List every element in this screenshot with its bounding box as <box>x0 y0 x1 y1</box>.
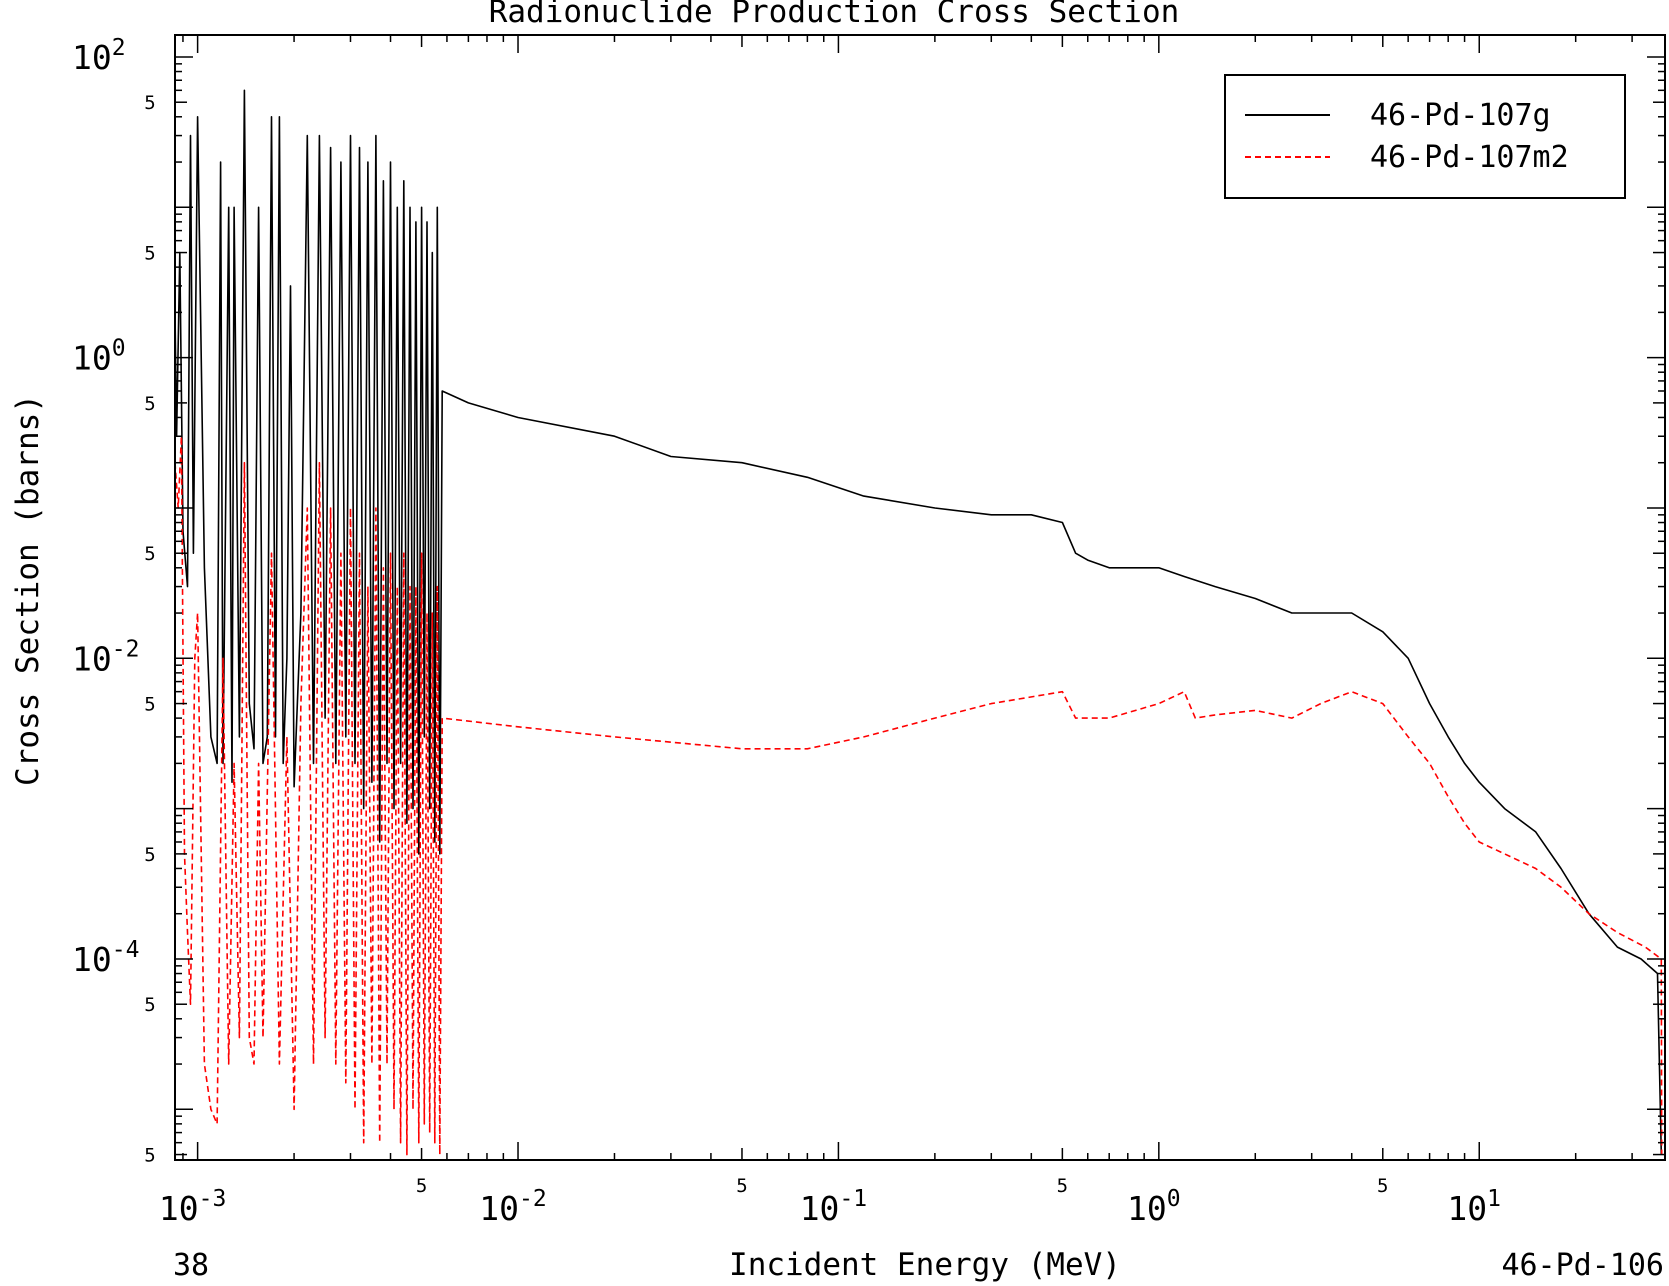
y-minor-label-2: 5 <box>144 393 155 415</box>
x-minor-label-0: 5 <box>416 1175 427 1197</box>
x-minor-label-3: 5 <box>1377 1175 1388 1197</box>
chart-title: Radionuclide Production Cross Section <box>489 0 1180 30</box>
footer-left-label: 38 <box>173 1248 209 1283</box>
legend-label-pd107g: 46-Pd-107g <box>1370 98 1551 133</box>
legend-label-pd107m2: 46-Pd-107m2 <box>1370 140 1569 175</box>
y-minor-label-4: 5 <box>144 694 155 716</box>
x-tick-label-3: 100 <box>1127 1186 1181 1228</box>
y-minor-label-7: 5 <box>144 1145 155 1167</box>
y-tick-label-0: 102 <box>72 35 126 77</box>
legend: 46-Pd-107g 46-Pd-107m2 <box>1224 74 1626 199</box>
x-tick-label-0: 10-3 <box>159 1186 226 1228</box>
y-minor-label-3: 5 <box>144 543 155 565</box>
y-tick-label-3: 10-4 <box>72 937 139 979</box>
series-line-0 <box>175 89 1663 1155</box>
series-line-1 <box>175 435 1663 1156</box>
legend-box <box>1224 74 1626 199</box>
x-tick-label-4: 101 <box>1447 1186 1501 1228</box>
y-minor-label-0: 5 <box>144 92 155 114</box>
x-tick-label-1: 10-2 <box>479 1186 546 1228</box>
y-minor-label-6: 5 <box>144 994 155 1016</box>
footer-right-label: 46-Pd-106 <box>1501 1248 1664 1283</box>
axis-ticks <box>175 35 1665 1160</box>
series-layer <box>175 89 1663 1156</box>
y-axis-title: Cross Section (barns) <box>10 394 46 786</box>
x-tick-label-2: 10-1 <box>800 1186 867 1228</box>
plot-frame <box>174 34 1666 1161</box>
y-minor-label-1: 5 <box>144 243 155 265</box>
y-tick-label-2: 10-2 <box>72 636 139 678</box>
y-minor-label-5: 5 <box>144 844 155 866</box>
x-minor-label-2: 5 <box>1057 1175 1068 1197</box>
x-axis-title: Incident Energy (MeV) <box>729 1247 1121 1283</box>
x-minor-label-1: 5 <box>736 1175 747 1197</box>
y-tick-label-1: 100 <box>72 336 126 378</box>
